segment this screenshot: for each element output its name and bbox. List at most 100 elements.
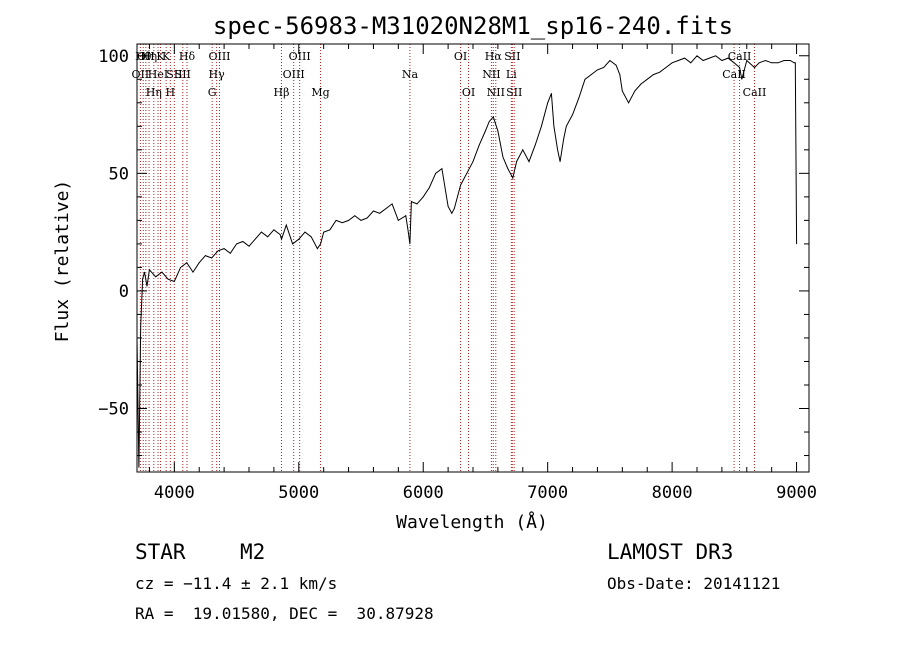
emission-line-label-21: OI xyxy=(462,86,475,99)
data-point-0-51 xyxy=(409,243,411,245)
y-tick-label-0: −50 xyxy=(98,400,129,420)
data-point-0-122 xyxy=(793,62,795,64)
data-point-0-40 xyxy=(348,219,349,221)
data-point-0-11 xyxy=(180,267,181,268)
emission-line-label-12: G xyxy=(208,86,217,99)
data-point-0-69 xyxy=(502,156,504,158)
data-point-0-35 xyxy=(320,243,321,245)
data-point-0-71 xyxy=(512,177,514,179)
data-point-0-107 xyxy=(709,57,710,59)
data-point-0-57 xyxy=(441,168,443,170)
data-point-0-119 xyxy=(777,62,779,64)
emission-line-label-3: Hη xyxy=(141,50,157,63)
data-point-0-73 xyxy=(522,149,524,151)
emission-line-label-30: CaII xyxy=(743,86,767,99)
x-axis: 4000 5000 6000 7000 8000 9000 xyxy=(148,44,817,503)
emission-line-label-17: OIII xyxy=(289,50,311,63)
data-point-0-10 xyxy=(173,281,175,282)
data-point-0-64 xyxy=(478,144,480,146)
data-point-0-72 xyxy=(516,161,517,162)
x-tick-label-3: 7000 xyxy=(527,483,568,503)
data-point-0-92 xyxy=(619,74,621,75)
data-point-0-91 xyxy=(615,64,617,66)
data-point-0-18 xyxy=(223,248,225,249)
data-point-0-30 xyxy=(292,243,293,245)
plot-frame xyxy=(136,43,810,473)
data-point-0-81 xyxy=(559,161,561,162)
data-point-0-74 xyxy=(528,161,530,162)
redshift-cz: cz = −11.4 ± 2.1 km/s xyxy=(135,574,338,593)
data-point-0-121 xyxy=(789,60,791,61)
emission-line-labels: OIIHθOIIHηHηHeIKKHSIISIIHδGHγOIIIHβOIIIO… xyxy=(132,50,767,99)
emission-line-label-24: NII xyxy=(487,86,505,99)
y-tick-label-2: 50 xyxy=(109,164,129,184)
emission-line-label-22: NII xyxy=(482,68,500,81)
data-point-0-25 xyxy=(267,236,269,238)
emission-line-label-23: Hα xyxy=(485,50,503,63)
data-point-0-15 xyxy=(205,255,206,257)
data-point-0-20 xyxy=(236,243,237,245)
data-point-0-2 xyxy=(140,325,142,327)
data-point-0-7 xyxy=(155,276,157,278)
emission-line-label-20: OI xyxy=(454,50,467,63)
x-tick-label-2: 6000 xyxy=(403,483,444,503)
data-point-0-24 xyxy=(261,231,262,233)
data-point-0-54 xyxy=(422,196,424,198)
data-point-0-38 xyxy=(335,219,337,221)
emission-line-label-7: K xyxy=(162,50,171,63)
data-point-0-49 xyxy=(405,215,407,217)
data-point-0-5 xyxy=(146,285,148,287)
data-point-0-94 xyxy=(628,102,629,104)
data-point-0-17 xyxy=(217,250,219,252)
data-point-0-108 xyxy=(715,55,717,57)
data-point-0-89 xyxy=(603,67,605,68)
data-point-0-88 xyxy=(597,69,598,71)
data-point-0-70 xyxy=(507,168,509,170)
observation-date: Obs-Date: 20141121 xyxy=(607,574,781,593)
object-subclass: M2 xyxy=(240,540,266,564)
data-point-0-87 xyxy=(590,74,592,75)
data-point-0-82 xyxy=(563,137,565,139)
data-point-0-95 xyxy=(634,90,636,92)
x-axis-label: Wavelength (Å) xyxy=(396,511,548,533)
data-point-0-32 xyxy=(304,231,306,233)
data-point-0-8 xyxy=(161,271,163,273)
data-point-0-52 xyxy=(411,201,412,202)
data-point-0-104 xyxy=(690,62,692,64)
emission-line-label-26: SII xyxy=(504,50,520,63)
emission-line-label-0: OII xyxy=(132,68,150,81)
data-point-0-37 xyxy=(329,229,331,231)
x-tick-label-4: 8000 xyxy=(652,483,693,503)
data-point-0-100 xyxy=(665,67,667,68)
emission-line-label-4: Hη xyxy=(146,86,162,99)
data-point-0-117 xyxy=(765,60,766,61)
emission-line-label-18: Mg xyxy=(311,86,329,99)
emission-line-label-2: OII xyxy=(137,50,155,63)
data-point-0-59 xyxy=(451,212,453,214)
data-point-0-6 xyxy=(149,269,150,271)
data-point-0-48 xyxy=(397,219,399,221)
survey-name: LAMOST DR3 xyxy=(607,540,734,564)
data-point-0-9 xyxy=(167,278,169,280)
data-point-0-90 xyxy=(609,60,611,61)
data-point-0-106 xyxy=(702,60,704,61)
data-point-0-63 xyxy=(472,161,474,162)
data-point-0-83 xyxy=(565,125,567,127)
data-point-0-112 xyxy=(739,67,740,68)
chart-title: spec-56983-M31020N28M1_sp16-240.fits xyxy=(213,12,733,40)
data-point-0-93 xyxy=(621,90,623,92)
data-point-0-111 xyxy=(733,62,735,64)
data-point-0-96 xyxy=(640,83,642,85)
data-point-0-84 xyxy=(572,114,573,115)
data-point-0-41 xyxy=(354,215,356,217)
data-point-0-53 xyxy=(416,203,418,205)
data-point-0-13 xyxy=(192,271,194,273)
data-point-0-110 xyxy=(727,57,729,59)
data-point-0-50 xyxy=(407,231,409,233)
data-point-0-14 xyxy=(198,262,200,264)
data-point-0-113 xyxy=(741,78,743,80)
emission-line-label-5: HeI xyxy=(148,68,168,81)
object-class: STAR xyxy=(135,540,186,564)
data-point-0-86 xyxy=(584,78,586,80)
data-point-0-4 xyxy=(144,271,145,273)
